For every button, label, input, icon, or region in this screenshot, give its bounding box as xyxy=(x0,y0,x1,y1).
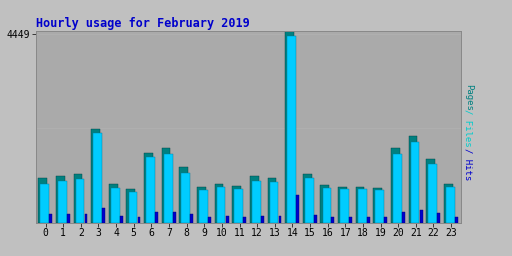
Bar xyxy=(356,187,365,223)
Bar xyxy=(93,133,102,223)
Bar xyxy=(234,189,243,223)
Bar xyxy=(91,129,100,223)
Bar xyxy=(67,214,70,223)
Bar xyxy=(126,189,135,223)
Bar xyxy=(393,154,402,223)
Bar xyxy=(111,188,120,223)
Bar xyxy=(358,189,367,223)
Bar xyxy=(446,187,455,223)
Bar xyxy=(321,185,329,223)
Bar xyxy=(102,208,105,223)
Bar xyxy=(164,154,173,223)
Bar xyxy=(49,214,52,223)
Bar xyxy=(181,173,190,223)
Bar xyxy=(373,188,382,223)
Bar xyxy=(340,189,349,223)
Bar xyxy=(261,216,264,223)
Bar xyxy=(349,217,352,223)
Bar xyxy=(279,216,282,223)
Bar xyxy=(305,178,314,223)
Bar xyxy=(56,176,65,223)
Bar xyxy=(162,148,170,223)
Bar xyxy=(217,187,225,223)
Bar xyxy=(314,215,317,223)
Bar xyxy=(420,210,422,223)
Bar xyxy=(190,214,193,223)
Bar xyxy=(199,189,208,223)
Text: Hourly usage for February 2019: Hourly usage for February 2019 xyxy=(36,17,249,29)
Text: / Files: / Files xyxy=(464,109,473,147)
Bar xyxy=(391,148,400,223)
Bar xyxy=(40,184,49,223)
Bar xyxy=(426,159,435,223)
Bar xyxy=(84,214,88,223)
Bar xyxy=(287,36,296,223)
Bar xyxy=(252,181,261,223)
Bar xyxy=(208,217,211,223)
Bar xyxy=(76,179,84,223)
Bar xyxy=(455,217,458,223)
Bar xyxy=(268,178,276,223)
Bar xyxy=(296,195,299,223)
Bar xyxy=(129,192,137,223)
Bar xyxy=(74,174,82,223)
Bar xyxy=(338,187,347,223)
Text: / Hits: / Hits xyxy=(464,148,473,180)
Bar xyxy=(411,142,419,223)
Bar xyxy=(120,216,123,223)
Bar xyxy=(144,153,153,223)
Bar xyxy=(243,217,246,223)
Bar xyxy=(385,217,387,223)
Bar xyxy=(402,212,405,223)
Bar xyxy=(323,188,331,223)
Bar xyxy=(303,174,311,223)
Text: Pages: Pages xyxy=(464,84,473,111)
Bar xyxy=(367,217,370,223)
Bar xyxy=(173,212,176,223)
Bar xyxy=(38,178,47,223)
Bar xyxy=(375,190,384,223)
Bar xyxy=(232,186,241,223)
Bar xyxy=(226,216,228,223)
Bar xyxy=(409,136,417,223)
Bar xyxy=(138,217,140,223)
Bar xyxy=(285,29,294,223)
Bar xyxy=(109,185,118,223)
Bar xyxy=(270,182,279,223)
Bar xyxy=(437,213,440,223)
Bar xyxy=(331,217,334,223)
Bar xyxy=(179,167,188,223)
Bar xyxy=(444,185,453,223)
Bar xyxy=(429,164,437,223)
Bar xyxy=(197,187,206,223)
Bar xyxy=(155,212,158,223)
Bar xyxy=(250,176,259,223)
Bar xyxy=(58,181,67,223)
Bar xyxy=(215,185,223,223)
Bar xyxy=(146,157,155,223)
